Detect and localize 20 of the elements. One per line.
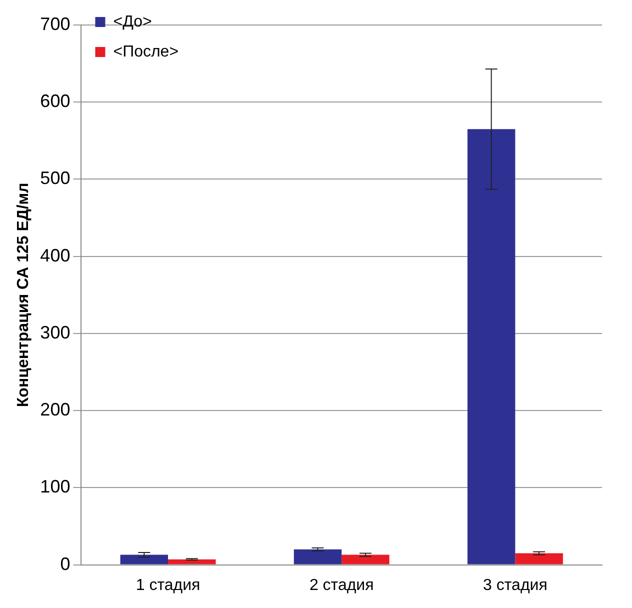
- x-tick-label: 3 стадия: [483, 576, 548, 594]
- y-tick-label: 700: [40, 14, 70, 34]
- bar: [294, 549, 342, 564]
- legend-label: <До>: [113, 13, 152, 30]
- y-tick-label: 400: [40, 245, 70, 266]
- y-tick-label: 500: [40, 168, 70, 188]
- x-tick-label: 1 стадия: [136, 576, 200, 594]
- bar: [168, 559, 216, 564]
- y-axis-title: Концентрация СА 125 ЕД/мл: [15, 182, 32, 408]
- y-tick-label: 600: [40, 91, 70, 112]
- bar: [515, 553, 563, 564]
- legend-label: <После>: [113, 43, 179, 60]
- x-tick-label: 2 стадия: [309, 576, 374, 594]
- bar: [120, 554, 168, 564]
- y-tick-label: 100: [40, 476, 70, 497]
- y-tick-label: 0: [60, 554, 70, 574]
- y-tick-label: 200: [40, 400, 70, 420]
- y-tick-label: 300: [40, 322, 70, 342]
- bar: [342, 554, 390, 564]
- bar: [467, 129, 516, 564]
